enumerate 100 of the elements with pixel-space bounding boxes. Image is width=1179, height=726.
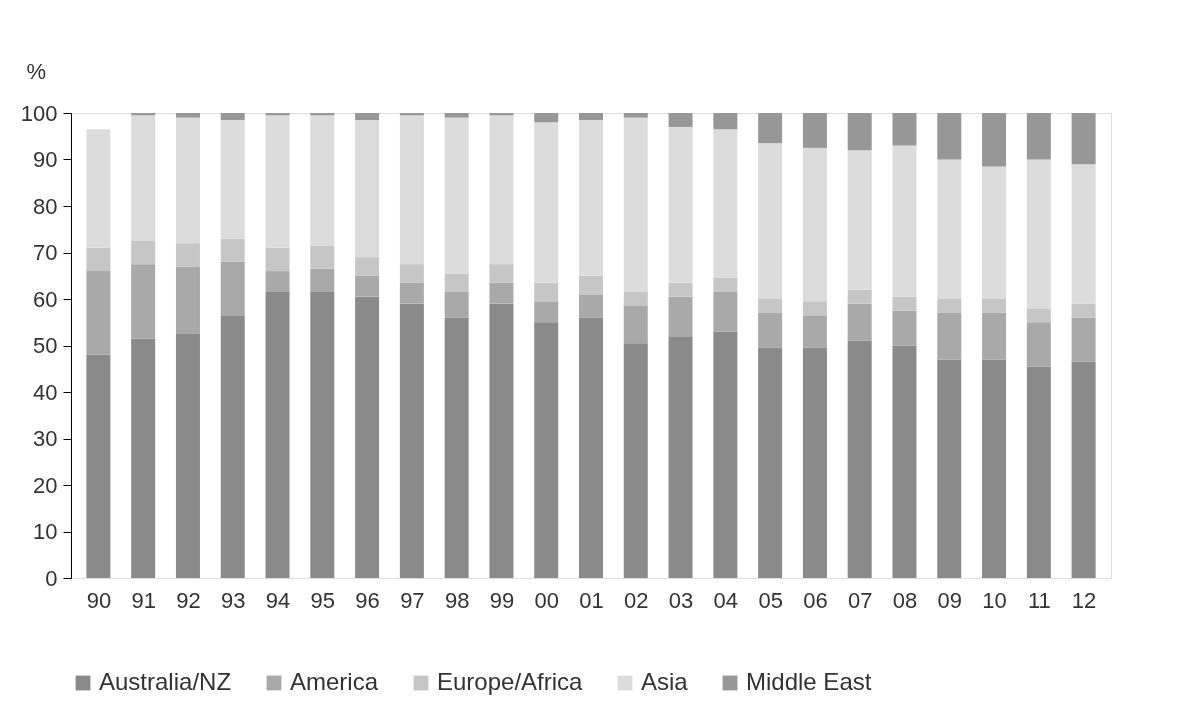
bar bbox=[802, 113, 827, 148]
bar bbox=[713, 129, 738, 279]
bar bbox=[668, 336, 693, 578]
legend-label: Europe/Africa bbox=[437, 668, 584, 695]
x-tick-label: 94 bbox=[265, 587, 291, 613]
bar bbox=[489, 282, 514, 304]
bar bbox=[668, 113, 693, 127]
bar bbox=[847, 303, 872, 341]
bar bbox=[713, 113, 738, 130]
bar bbox=[175, 117, 200, 244]
bar bbox=[310, 292, 335, 578]
x-tick-label: 08 bbox=[892, 587, 918, 613]
bar bbox=[131, 115, 156, 241]
bar bbox=[444, 317, 469, 578]
bar bbox=[892, 113, 917, 146]
bar bbox=[623, 292, 648, 306]
bar bbox=[175, 243, 200, 267]
bar bbox=[579, 294, 603, 318]
bar bbox=[534, 113, 559, 123]
bar bbox=[1071, 303, 1096, 318]
bar bbox=[220, 261, 245, 316]
bar bbox=[668, 126, 693, 283]
bar bbox=[713, 278, 738, 293]
bar bbox=[175, 266, 200, 334]
bar bbox=[758, 143, 783, 299]
bar bbox=[1026, 322, 1051, 367]
bar bbox=[579, 317, 603, 578]
bar bbox=[758, 312, 783, 348]
bar bbox=[937, 159, 962, 299]
y-tick-label: 90 bbox=[33, 147, 58, 172]
y-tick-label: 50 bbox=[33, 333, 58, 358]
bar bbox=[937, 299, 962, 313]
bar bbox=[802, 147, 827, 302]
bar bbox=[892, 345, 917, 578]
bar bbox=[892, 310, 917, 346]
bar bbox=[758, 113, 783, 144]
y-tick-label: 10 bbox=[33, 519, 58, 544]
bar bbox=[1071, 317, 1096, 362]
x-tick-label: 09 bbox=[937, 587, 962, 613]
x-tick-label: 90 bbox=[86, 587, 112, 613]
x-tick-label: 92 bbox=[176, 587, 201, 613]
bar bbox=[892, 296, 917, 311]
x-tick-label: 93 bbox=[221, 587, 246, 613]
y-tick-label: 100 bbox=[20, 100, 58, 126]
y-tick-label: 80 bbox=[33, 193, 58, 219]
bar bbox=[1026, 113, 1051, 160]
bar bbox=[982, 113, 1007, 167]
bar bbox=[444, 113, 469, 118]
bar bbox=[579, 113, 603, 120]
y-axis-title: % bbox=[26, 58, 47, 84]
bar bbox=[86, 354, 111, 578]
bar bbox=[892, 145, 917, 297]
bar bbox=[668, 296, 693, 337]
bar bbox=[355, 296, 380, 578]
x-tick-label: 99 bbox=[489, 587, 515, 613]
bar bbox=[86, 271, 111, 355]
bar bbox=[623, 117, 648, 293]
bar bbox=[265, 115, 290, 248]
bar bbox=[534, 122, 559, 283]
bar bbox=[1071, 361, 1096, 578]
x-tick-label: 01 bbox=[579, 587, 604, 613]
bar bbox=[982, 299, 1007, 313]
y-tick-label: 60 bbox=[33, 286, 58, 312]
legend-label: Australia/NZ bbox=[99, 668, 232, 695]
bar bbox=[668, 282, 693, 297]
bar bbox=[1071, 113, 1096, 165]
bar bbox=[1071, 164, 1096, 304]
bar bbox=[86, 129, 111, 248]
bar bbox=[131, 264, 156, 339]
y-tick-label: 40 bbox=[33, 379, 58, 405]
bar bbox=[579, 119, 603, 276]
bar bbox=[847, 113, 872, 151]
bar bbox=[623, 305, 648, 344]
bar bbox=[220, 113, 245, 120]
bar bbox=[758, 299, 783, 313]
bar bbox=[399, 282, 424, 304]
bar bbox=[489, 115, 514, 265]
x-tick-label: 07 bbox=[847, 587, 873, 613]
bar bbox=[220, 315, 245, 578]
bar bbox=[534, 322, 559, 578]
y-tick-label: 0 bbox=[45, 565, 58, 591]
x-tick-label: 10 bbox=[982, 587, 1007, 613]
bar bbox=[444, 292, 469, 318]
bar bbox=[220, 238, 245, 262]
bar bbox=[175, 333, 200, 578]
x-tick-label: 12 bbox=[1071, 587, 1097, 613]
bar bbox=[713, 331, 738, 578]
bar bbox=[579, 275, 603, 295]
y-tick-label: 70 bbox=[33, 240, 58, 265]
bar bbox=[623, 343, 648, 578]
legend-label: America bbox=[290, 668, 379, 695]
bar bbox=[937, 113, 962, 160]
bar bbox=[1026, 159, 1051, 309]
y-tick-label: 30 bbox=[33, 426, 58, 451]
bar bbox=[399, 115, 424, 265]
bar bbox=[175, 113, 200, 118]
bar bbox=[1026, 308, 1051, 323]
bar bbox=[489, 264, 514, 283]
bar bbox=[399, 264, 424, 283]
bar bbox=[131, 338, 156, 578]
